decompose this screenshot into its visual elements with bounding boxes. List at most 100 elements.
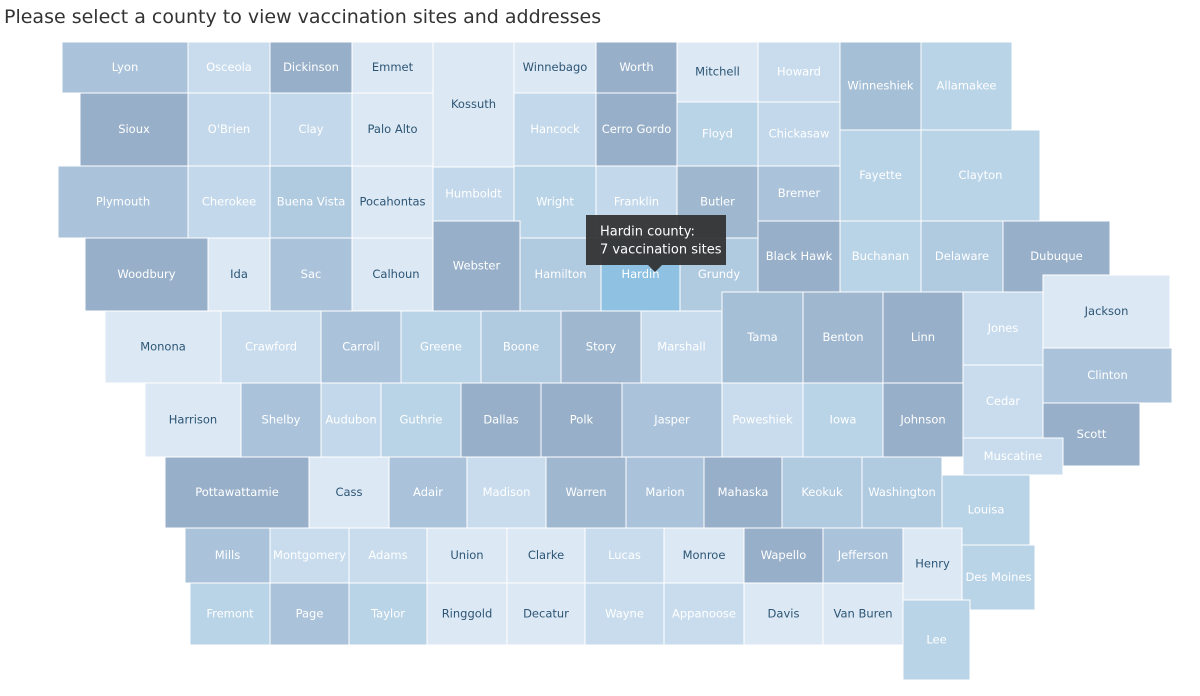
county[interactable] (757, 41, 841, 103)
county-label: Crawford (245, 340, 297, 354)
county-label: Greene (420, 340, 462, 354)
county[interactable] (388, 456, 468, 529)
county-label: Harrison (169, 413, 217, 427)
county-label: Polk (570, 413, 594, 427)
county[interactable] (269, 237, 353, 312)
county-label: Woodbury (117, 267, 175, 281)
county-label: Lee (926, 633, 946, 647)
county[interactable] (79, 92, 189, 167)
county-label: Hancock (530, 122, 580, 136)
county-label: Clarke (528, 548, 564, 562)
county-label: Allamakee (937, 79, 997, 93)
county[interactable] (380, 382, 462, 458)
county[interactable] (545, 456, 627, 529)
county[interactable] (781, 456, 863, 529)
county-label: Fayette (859, 168, 902, 182)
county-label: Palo Alto (368, 122, 418, 136)
county-label: Monroe (683, 548, 726, 562)
county[interactable] (104, 310, 222, 384)
county-label: Marshall (657, 340, 705, 354)
county[interactable] (506, 582, 586, 646)
county-label: Davis (768, 607, 800, 621)
county[interactable] (426, 527, 508, 584)
county-label: Bremer (778, 186, 821, 200)
county-label: Jackson (1084, 304, 1129, 318)
county[interactable] (802, 291, 884, 384)
county-label: Jefferson (837, 548, 889, 562)
county-label: Humboldt (445, 187, 502, 201)
county[interactable] (351, 92, 434, 167)
county[interactable] (721, 291, 804, 384)
county[interactable] (351, 165, 434, 239)
county-label: Louisa (968, 503, 1005, 517)
county[interactable] (882, 382, 964, 458)
county-label: Lucas (608, 548, 641, 562)
county[interactable] (961, 544, 1036, 611)
county[interactable] (560, 310, 642, 384)
county-label: Marion (645, 485, 684, 499)
county[interactable] (721, 382, 804, 458)
county[interactable] (584, 582, 665, 646)
county[interactable] (839, 220, 922, 293)
county[interactable] (269, 527, 350, 584)
county[interactable] (144, 382, 242, 458)
county[interactable] (962, 291, 1044, 366)
county[interactable] (513, 41, 597, 94)
county-label: Sac (301, 267, 322, 281)
county[interactable] (400, 310, 482, 384)
county-label: Clayton (959, 168, 1003, 182)
tooltip-title: Hardin county: (600, 225, 695, 240)
county[interactable] (757, 101, 841, 167)
county-label: Dickinson (283, 60, 339, 74)
county[interactable] (84, 237, 209, 312)
county[interactable] (513, 165, 597, 239)
county-label: Delaware (935, 249, 989, 263)
county[interactable] (595, 41, 678, 94)
county[interactable] (920, 41, 1013, 131)
county[interactable] (882, 291, 964, 384)
county[interactable] (57, 165, 189, 239)
county-label: Hamilton (534, 267, 586, 281)
county[interactable] (962, 364, 1044, 439)
county[interactable] (351, 237, 441, 312)
county[interactable] (920, 129, 1041, 222)
county[interactable] (861, 456, 943, 529)
county[interactable] (822, 582, 904, 646)
county[interactable] (187, 92, 271, 167)
county-label: Cass (335, 485, 362, 499)
county-label: Cherokee (202, 195, 256, 209)
county[interactable] (621, 382, 723, 458)
county-label: Van Buren (834, 607, 893, 621)
county[interactable] (920, 220, 1004, 293)
county[interactable] (676, 101, 759, 167)
county-label: Washington (868, 485, 936, 499)
county[interactable] (703, 456, 783, 529)
county[interactable] (269, 165, 353, 239)
county-label: Jones (987, 321, 1019, 335)
county-label: Kossuth (451, 97, 496, 111)
county[interactable] (663, 527, 745, 584)
county[interactable] (220, 310, 322, 384)
county[interactable] (802, 382, 884, 458)
county[interactable] (432, 220, 521, 312)
county[interactable] (822, 527, 904, 584)
county[interactable] (743, 582, 824, 646)
county[interactable] (432, 41, 515, 168)
county[interactable] (460, 382, 542, 458)
county[interactable] (466, 456, 547, 529)
county-label: Poweshiek (732, 413, 793, 427)
county[interactable] (902, 599, 971, 681)
county[interactable] (240, 382, 322, 458)
county[interactable] (676, 41, 759, 103)
county-label: Pocahontas (359, 195, 425, 209)
county[interactable] (269, 92, 353, 167)
county-label: Mills (215, 548, 241, 562)
county-label: Worth (619, 60, 653, 74)
county[interactable] (164, 456, 310, 529)
county-label: Cerro Gordo (602, 122, 672, 136)
county[interactable] (1042, 274, 1171, 349)
county[interactable] (207, 237, 271, 312)
county[interactable] (426, 582, 508, 646)
county[interactable] (348, 582, 428, 646)
